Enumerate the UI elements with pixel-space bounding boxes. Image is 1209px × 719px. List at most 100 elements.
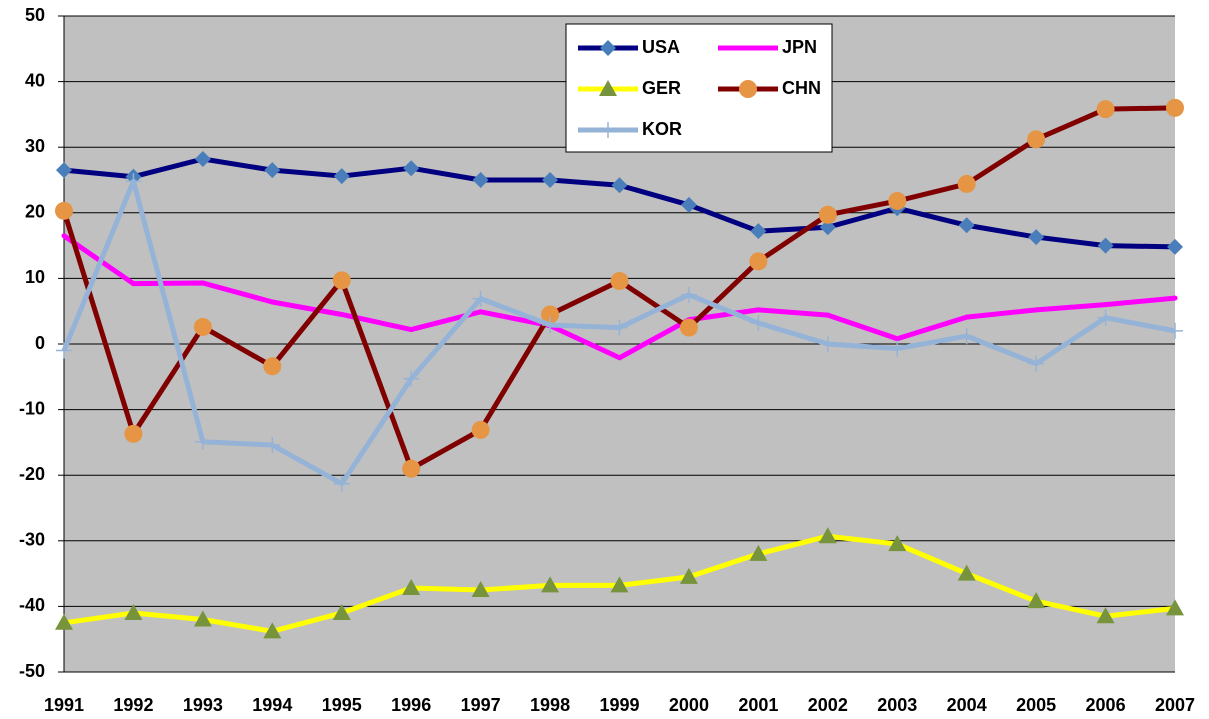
marker <box>1027 592 1046 609</box>
legend-label: USA <box>642 37 680 57</box>
legend-label: JPN <box>782 37 817 57</box>
x-tick-label: 1998 <box>530 695 570 715</box>
marker <box>888 535 907 552</box>
marker <box>1028 355 1045 372</box>
marker <box>1097 309 1114 326</box>
marker <box>1167 238 1183 255</box>
y-tick-label: -10 <box>19 398 45 418</box>
marker <box>958 217 975 234</box>
x-tick-label: 1996 <box>391 695 431 715</box>
x-tick-label: 2001 <box>738 695 778 715</box>
y-tick-label: -50 <box>19 661 45 681</box>
x-tick-label: 1991 <box>44 695 84 715</box>
legend: USA JPN GER CHN KOR <box>578 37 821 139</box>
y-tick-label: 0 <box>35 333 45 353</box>
marker <box>819 219 836 236</box>
marker <box>125 173 142 190</box>
marker <box>471 581 490 597</box>
y-tick-label: 40 <box>25 70 45 90</box>
marker <box>610 272 629 291</box>
y-tick-label: 30 <box>25 136 45 156</box>
x-tick-label: 2006 <box>1086 695 1126 715</box>
marker <box>750 223 767 240</box>
marker <box>818 205 837 224</box>
legend-marker <box>600 40 616 56</box>
x-tick-label: 1999 <box>599 695 639 715</box>
x-tick-label: 2003 <box>877 695 917 715</box>
legend-label: CHN <box>782 78 821 98</box>
marker <box>1097 237 1114 254</box>
legend-marker <box>600 122 616 138</box>
marker <box>679 318 698 337</box>
marker <box>541 305 560 324</box>
marker <box>472 290 489 307</box>
marker <box>1028 229 1045 246</box>
x-tick-label: 2004 <box>947 695 987 715</box>
x-tick-label: 2002 <box>808 695 848 715</box>
x-tick-label: 1993 <box>183 695 223 715</box>
marker <box>750 315 767 332</box>
marker <box>55 201 73 220</box>
marker <box>1166 599 1184 616</box>
marker <box>957 174 976 193</box>
marker <box>749 544 768 561</box>
marker <box>194 151 211 168</box>
legend-label: KOR <box>642 119 682 139</box>
marker <box>193 610 212 627</box>
marker <box>542 316 559 333</box>
point <box>408 327 414 333</box>
y-tick-label: -30 <box>19 530 45 550</box>
x-tick-label: 2007 <box>1155 695 1195 715</box>
marker <box>1167 322 1183 339</box>
y-tick-label: 50 <box>25 5 45 25</box>
x-tick-label: 1995 <box>322 695 362 715</box>
marker <box>680 286 697 303</box>
marker <box>56 342 72 359</box>
marker <box>402 579 421 596</box>
marker <box>55 613 73 630</box>
point <box>269 299 275 305</box>
point <box>1172 295 1178 301</box>
marker <box>193 317 212 336</box>
point <box>1103 302 1109 308</box>
marker <box>541 576 560 593</box>
marker <box>333 168 350 185</box>
marker <box>1096 607 1115 624</box>
point <box>61 233 67 239</box>
marker <box>194 433 211 450</box>
marker <box>332 603 351 620</box>
marker <box>124 424 143 443</box>
marker <box>1166 98 1184 117</box>
point <box>825 312 831 318</box>
y-tick-label: -20 <box>19 464 45 484</box>
marker <box>819 336 836 352</box>
marker <box>611 319 628 336</box>
marker <box>1027 130 1046 149</box>
legend-label: GER <box>642 78 681 98</box>
point <box>1033 307 1039 313</box>
marker <box>333 475 350 492</box>
marker <box>818 527 837 544</box>
legend-marker <box>739 80 757 98</box>
marker <box>542 172 559 188</box>
marker <box>610 576 629 593</box>
point <box>617 355 622 361</box>
point <box>964 314 970 320</box>
marker <box>888 191 907 210</box>
point <box>200 280 206 286</box>
point <box>478 309 484 315</box>
marker <box>403 160 420 177</box>
marker <box>264 437 281 454</box>
point <box>894 336 900 342</box>
marker <box>749 252 768 271</box>
marker <box>124 603 143 620</box>
marker <box>402 459 421 478</box>
marker <box>958 328 975 345</box>
legend-marker <box>599 80 617 96</box>
x-tick-label: 1992 <box>113 695 153 715</box>
marker <box>889 340 906 357</box>
y-tick-label: -40 <box>19 595 45 615</box>
marker <box>680 196 697 213</box>
marker <box>263 622 282 639</box>
